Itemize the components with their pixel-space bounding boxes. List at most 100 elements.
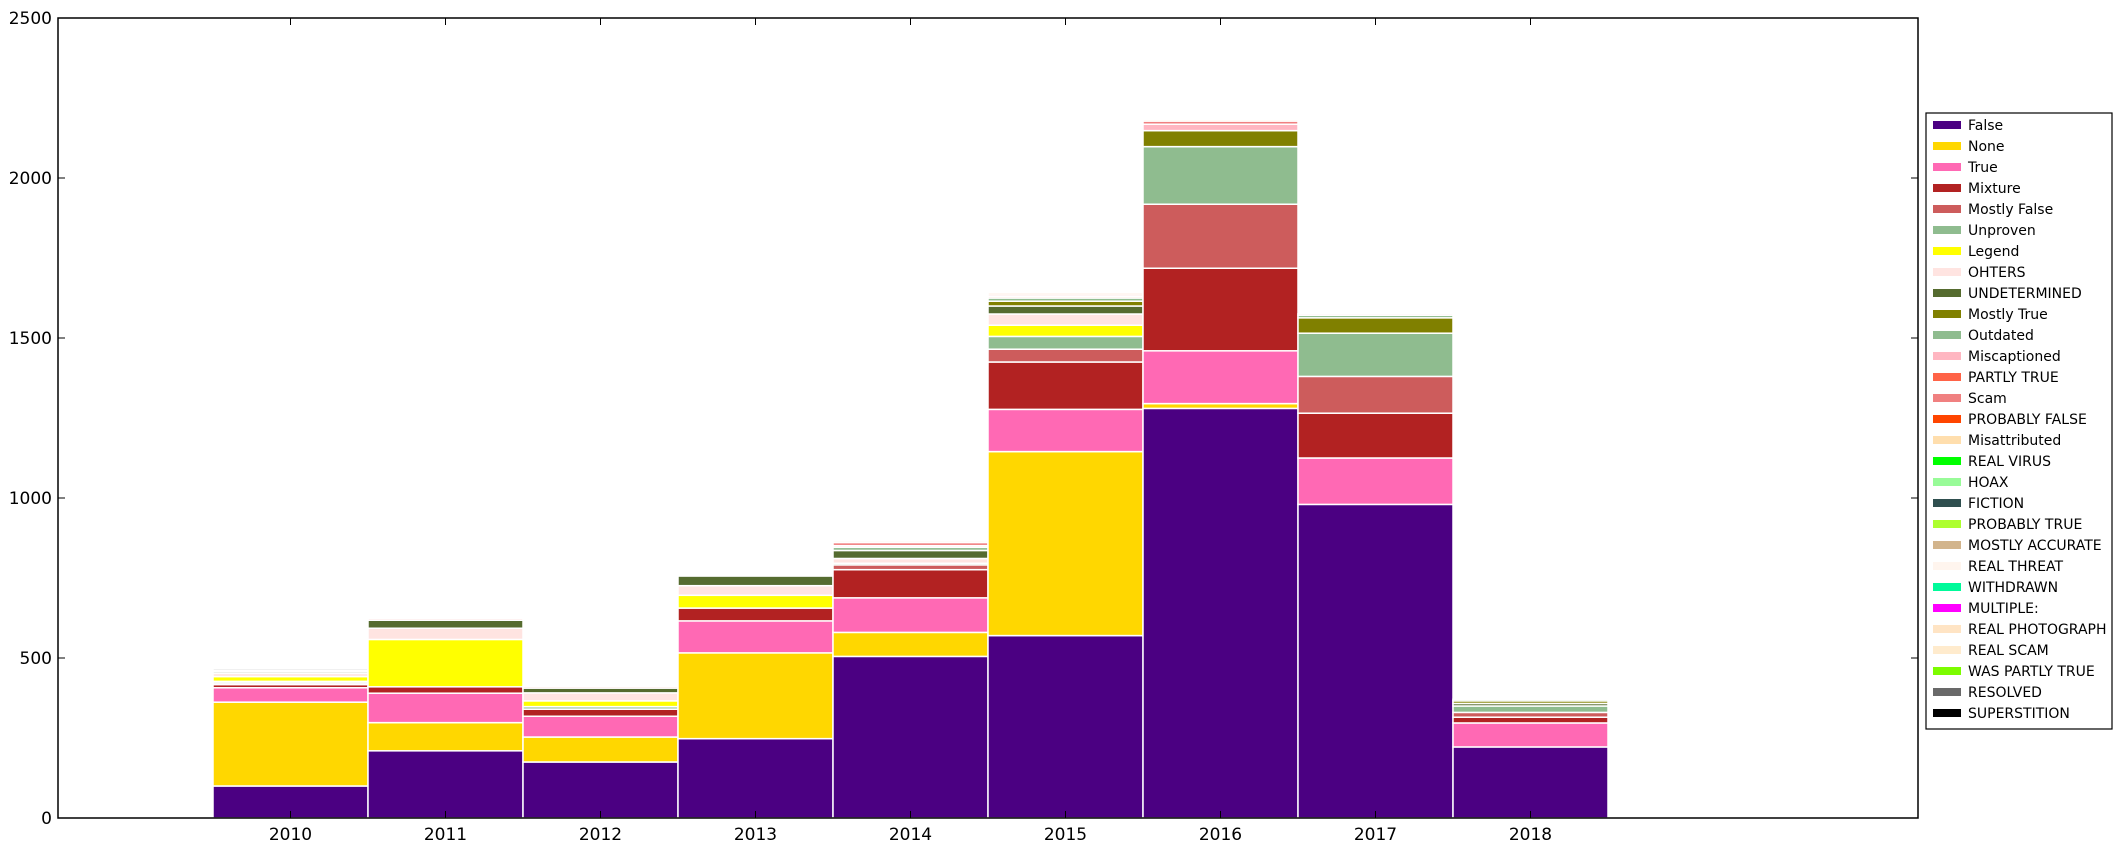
legend-swatch [1933,310,1961,318]
bar-segment-2015-mixture [987,361,1144,411]
bar-segment-2016-false [1142,407,1299,819]
legend-label: Legend [1968,244,2019,260]
bar-segment-2012-false [522,761,679,819]
bar-segment-2016-true [1142,350,1299,405]
y-tick-label: 2000 [9,169,52,189]
legend-label: RESOLVED [1968,685,2042,701]
y-tick-label: 1500 [9,329,52,349]
legend-label: REAL PHOTOGRAPH [1968,622,2107,638]
legend-label: PROBABLY FALSE [1968,412,2087,428]
x-tick-label: 2010 [269,825,312,845]
bar-segment-2017-mostly-true [1297,317,1454,334]
bar-segment-2017-false [1297,503,1454,819]
legend-swatch [1933,604,1961,612]
bar-segment-2017-mixture [1297,412,1454,459]
y-tick-label: 2500 [9,9,52,29]
bar-segment-2015-false [987,634,1144,819]
bar-segment-2015-mostly-false [987,348,1144,363]
bar-segment-2011-undetermined [367,619,524,629]
axes-layer: 0 500 1000 1500 2000 2500 2010 2011 2012 2013 2014… [9,9,1919,845]
legend-swatch [1933,562,1961,570]
legend-swatch [1933,520,1961,528]
x-tick-label: 2012 [579,825,622,845]
y-tick-label: 500 [20,649,52,669]
legend-swatch [1933,415,1961,423]
bar-segment-2014-misattributed [832,540,989,544]
bar-segment-2014-mixture [832,568,989,599]
legend-label: WITHDRAWN [1968,580,2058,596]
bar-segment-2012-legend [522,700,679,708]
x-tick-label: 2015 [1044,825,1087,845]
plot-frame [57,17,1919,819]
legend-swatch [1933,667,1961,675]
legend-swatch [1933,331,1961,339]
bar-segment-2016-misattributed [1142,118,1299,122]
bar-segment-2013-true [677,620,834,654]
legend-swatch [1933,352,1961,360]
bar-segment-2015-unproven [987,335,1144,350]
legend-label: OHTERS [1968,265,2026,281]
legend-swatch [1933,709,1961,717]
legend-swatch [1933,289,1961,297]
x-tick-label: 2014 [889,825,932,845]
bar-segment-2012-ohters [522,692,679,702]
bar-segment-2016-miscaptioned [1142,123,1299,132]
bar-segment-2015-legend [987,324,1144,338]
bar-segment-2015-none [987,450,1144,637]
x-tick-label: 2017 [1354,825,1397,845]
bar-segment-2018-unproven [1452,705,1609,714]
legend-label: Mostly True [1968,307,2048,323]
bar-segment-2014-true [832,597,989,634]
legend-label: False [1968,118,2003,134]
bar-segment-2017-miscaptioned [1297,312,1454,317]
legend-swatch [1933,457,1961,465]
bar-segment-2018-false [1452,746,1609,819]
bar-segment-2013-undetermined [677,575,834,587]
bar-segment-2015-undetermined [987,305,1144,315]
legend-swatch [1933,184,1961,192]
legend-swatch [1933,541,1961,549]
bar-segment-2016-mostly-true [1142,129,1299,148]
bar-segment-2017-true [1297,457,1454,506]
bar-segment-2011-mixture [367,686,524,694]
bar-segment-2014-false [832,655,989,819]
bar-segment-2018-mixture [1452,716,1609,724]
legend-swatch [1933,436,1961,444]
legend-swatch [1933,163,1961,171]
legend-swatch [1933,478,1961,486]
bar-segment-2013-none [677,652,834,740]
legend-label: None [1968,139,2005,155]
legend-swatch [1933,226,1961,234]
y-tick-label: 1000 [9,489,52,509]
legend-swatch [1933,121,1961,129]
legend-label: REAL VIRUS [1968,454,2051,470]
bar-segment-2011-none [367,721,524,752]
legend-label: Scam [1968,391,2007,407]
legend-swatch [1933,142,1961,150]
legend-swatch [1933,499,1961,507]
legend-swatch [1933,688,1961,696]
legend-label: SUPERSTITION [1968,706,2070,722]
legend-swatch [1933,646,1961,654]
legend-swatch [1933,205,1961,213]
legend-label: HOAX [1968,475,2009,491]
bar-segment-2016-mostly-false [1142,203,1299,269]
legend-label: Miscaptioned [1968,349,2061,365]
bar-segment-2013-false [677,737,834,819]
bar-segment-2011-scam [367,617,524,621]
legend-label: FICTION [1968,496,2024,512]
legend-label: REAL SCAM [1968,643,2049,659]
bar-segment-2011-legend [367,638,524,688]
x-tick-label: 2016 [1199,825,1242,845]
legend-label: UNDETERMINED [1968,286,2082,302]
legend-swatch [1933,247,1961,255]
bar-segment-2012-mixture [522,708,679,717]
legend-swatch [1933,583,1961,591]
bar-segment-2018-true [1452,722,1609,748]
bar-segment-2010-resolved [212,667,369,671]
legend-label: MULTIPLE: [1968,601,2039,617]
bar-segment-2015-ohters [987,313,1144,326]
legend-label: WAS PARTLY TRUE [1968,664,2095,680]
